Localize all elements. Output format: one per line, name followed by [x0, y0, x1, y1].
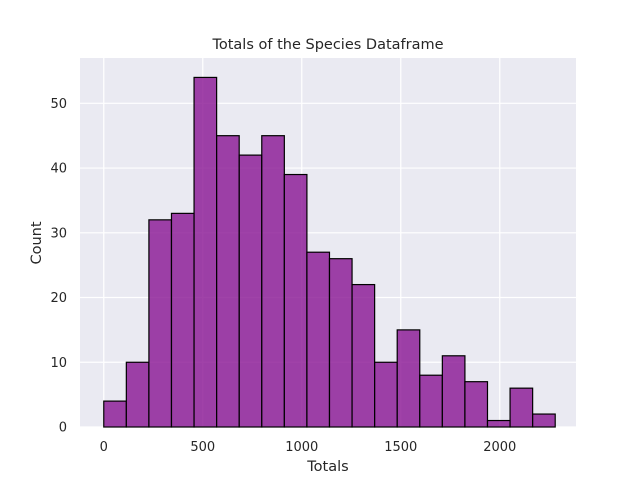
histogram-bar	[306, 251, 331, 428]
x-tick-label: 0	[100, 440, 108, 455]
histogram-bar	[103, 400, 127, 428]
histogram-bar	[486, 419, 511, 428]
histogram-bar	[238, 154, 263, 428]
histogram-bar	[193, 76, 218, 428]
histogram-bar	[441, 355, 466, 428]
x-tick-label: 500	[190, 440, 215, 455]
histogram-bars	[103, 76, 556, 428]
x-tick-label: 1000	[285, 440, 318, 455]
histogram-bar	[532, 413, 556, 428]
x-tick-label: 2000	[483, 440, 516, 455]
y-tick-label: 20	[50, 291, 67, 306]
histogram-bar	[396, 329, 421, 428]
y-tick-label: 10	[50, 356, 67, 371]
y-tick-label: 0	[59, 421, 67, 436]
histogram-bar	[419, 374, 443, 428]
histogram-bar	[283, 173, 308, 428]
x-axis-label: Totals	[306, 459, 348, 475]
chart-title: Totals of the Species Dataframe	[211, 37, 443, 53]
histogram-bar	[464, 381, 489, 428]
histogram-bar	[261, 135, 285, 428]
histogram-bar	[125, 361, 150, 428]
histogram-bar	[328, 258, 353, 428]
histogram-bar	[351, 283, 376, 428]
y-tick-label: 30	[50, 226, 67, 241]
y-axis-label: Count	[29, 221, 45, 264]
y-tick-labels: 0 10 20 30 40 50	[50, 97, 67, 436]
histogram-bar	[374, 361, 398, 428]
histogram-bar	[216, 135, 240, 428]
y-tick-label: 50	[50, 97, 67, 112]
y-tick-label: 40	[50, 162, 67, 177]
histogram-bar	[509, 387, 534, 428]
histogram-bar	[170, 212, 195, 428]
x-tick-label: 1500	[384, 440, 417, 455]
x-tick-labels: 0 500 1000 1500 2000	[100, 440, 517, 455]
histogram-bar	[148, 219, 173, 428]
